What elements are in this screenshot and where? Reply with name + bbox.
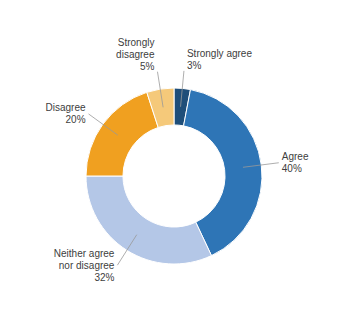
svg-text:Disagree20%: Disagree20% [46, 102, 86, 125]
svg-text:Agree40%: Agree40% [282, 151, 309, 174]
svg-text:Stronglydisagree5%: Stronglydisagree5% [116, 37, 155, 72]
svg-text:Strongly agree3%: Strongly agree3% [187, 48, 252, 71]
svg-text:Neither agreenor disagree32%: Neither agreenor disagree32% [54, 248, 115, 283]
